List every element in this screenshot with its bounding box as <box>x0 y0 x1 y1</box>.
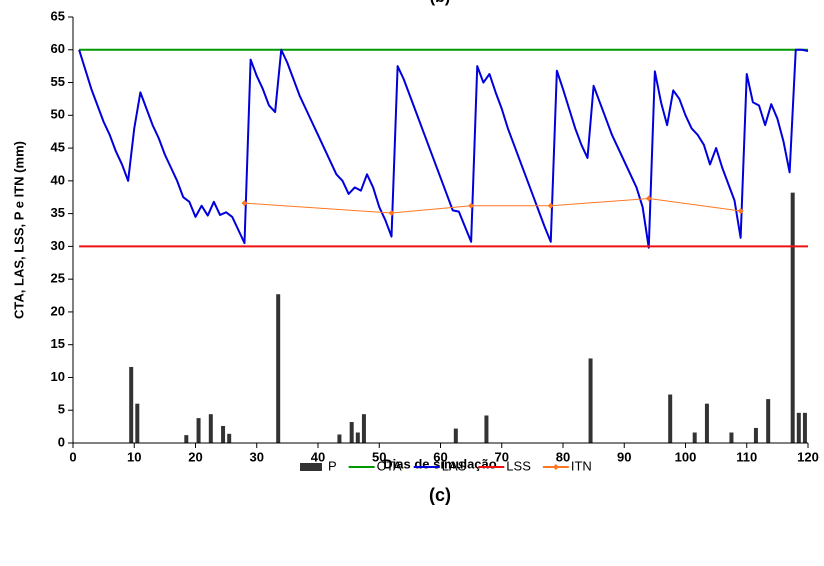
bar <box>790 192 795 443</box>
bar <box>337 434 342 443</box>
legend-label: ITN <box>571 458 592 473</box>
x-axis-label: Dias de simulação <box>383 456 496 471</box>
bar <box>221 425 226 443</box>
x-tick-label: 110 <box>736 449 757 464</box>
bar <box>704 403 709 443</box>
x-tick-label: 50 <box>372 449 386 464</box>
bar <box>796 412 801 443</box>
legend-marker <box>552 464 559 470</box>
y-tick-label: 10 <box>51 369 65 384</box>
bar <box>802 412 807 443</box>
y-tick-label: 30 <box>51 238 65 253</box>
bar <box>588 358 593 443</box>
legend-item: LSS <box>478 458 531 473</box>
bar <box>135 403 140 443</box>
y-tick-label: 50 <box>51 107 65 122</box>
x-tick-label: 40 <box>311 449 325 464</box>
chart-title: (b) <box>430 0 450 6</box>
bar <box>668 394 673 443</box>
legend-label: P <box>328 458 337 473</box>
bar <box>692 432 697 443</box>
y-tick-label: 55 <box>51 74 65 89</box>
line <box>244 198 741 214</box>
y-tick-label: 20 <box>51 303 65 318</box>
marker <box>468 202 475 209</box>
x-tick-label: 70 <box>495 449 509 464</box>
bar <box>129 366 134 443</box>
y-tick-label: 5 <box>58 402 65 417</box>
y-tick-label: 60 <box>51 41 65 56</box>
x-tick-label: 90 <box>617 449 631 464</box>
marker <box>547 202 554 209</box>
x-tick-label: 60 <box>433 449 447 464</box>
x-tick-label: 100 <box>675 449 697 464</box>
x-tick-label: 120 <box>797 449 819 464</box>
bar <box>227 433 232 443</box>
marker <box>241 200 248 207</box>
legend-item: ITN <box>542 458 592 473</box>
y-tick-label: 25 <box>51 271 65 286</box>
line <box>78 48 809 249</box>
y-tick-label: 0 <box>58 434 65 449</box>
marker <box>388 209 395 216</box>
legend-label: LAS <box>442 458 467 473</box>
bar <box>729 432 734 443</box>
bar <box>208 414 213 443</box>
legend-item: LAS <box>413 458 467 473</box>
x-tick-label: 80 <box>556 449 570 464</box>
y-axis-label: CTA, LAS, LSS, P e ITN (mm) <box>11 141 26 319</box>
x-tick-label: 30 <box>250 449 264 464</box>
marker <box>737 207 744 214</box>
y-tick-label: 35 <box>51 205 65 220</box>
bar <box>355 432 360 443</box>
y-tick-label: 40 <box>51 172 65 187</box>
bar <box>766 399 771 443</box>
legend-label: CTA <box>377 458 402 473</box>
bar <box>349 422 354 443</box>
legend-swatch <box>300 463 322 471</box>
legend-label: LSS <box>506 458 531 473</box>
bar <box>184 435 189 443</box>
bar <box>196 418 201 443</box>
x-tick-label: 10 <box>127 449 141 464</box>
x-tick-label: 0 <box>69 449 76 464</box>
bar <box>453 428 458 443</box>
legend-item: CTA <box>348 458 402 473</box>
y-tick-label: 45 <box>51 140 65 155</box>
legend-item: P <box>300 458 337 473</box>
bar <box>361 414 366 443</box>
x-tick-label: 20 <box>188 449 202 464</box>
bar <box>753 427 758 443</box>
bar <box>484 415 489 443</box>
y-tick-label: 15 <box>51 336 65 351</box>
marker <box>645 195 652 202</box>
y-tick-label: 65 <box>51 8 65 23</box>
bar <box>276 294 281 443</box>
caption: (c) <box>429 485 451 505</box>
